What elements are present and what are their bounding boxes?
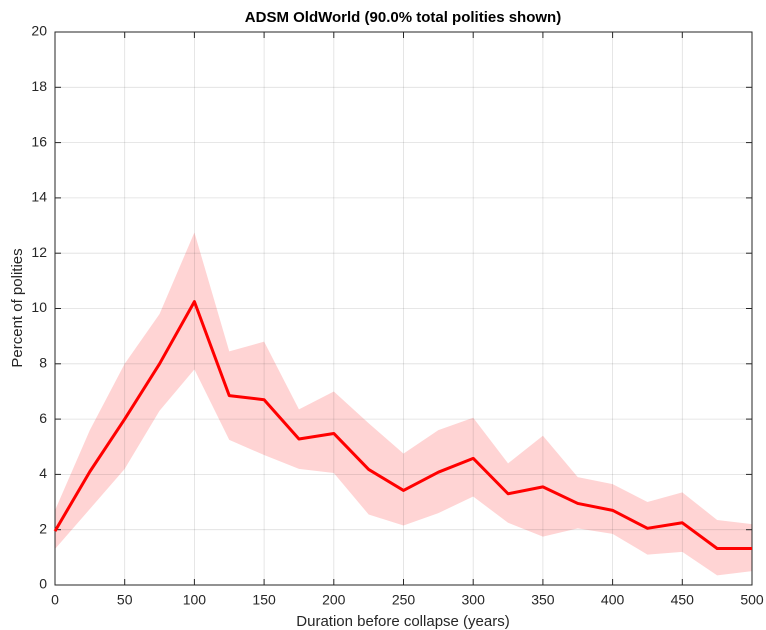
y-tick-label: 2 [39, 520, 47, 536]
x-tick-label: 500 [740, 592, 764, 608]
x-tick-label: 150 [252, 592, 276, 608]
line [53, 300, 752, 551]
y-tick-label: 16 [31, 133, 47, 149]
y-tick-label: 14 [31, 189, 47, 205]
y-tick-label: 6 [39, 410, 47, 426]
y-tick-label: 20 [31, 23, 47, 39]
y-tick-label: 4 [39, 465, 47, 481]
x-axis-label: Duration before collapse (years) [296, 613, 509, 630]
y-tick-label: 8 [39, 355, 47, 371]
x-tick-label: 50 [117, 592, 133, 608]
x-tick-label: 100 [183, 592, 207, 608]
y-tick-label: 18 [31, 78, 47, 94]
plot-frame [54, 31, 753, 586]
x-tick-label: 300 [462, 592, 486, 608]
x-tick-label: 450 [671, 592, 695, 608]
y-tick-label: 12 [31, 244, 47, 260]
y-axis-label: Percent of polities [9, 248, 26, 367]
x-tick-label: 250 [392, 592, 416, 608]
x-tick-label: 400 [601, 592, 625, 608]
y-tick-label: 10 [31, 299, 47, 315]
confidence-band [55, 232, 752, 576]
x-tick-label: 0 [51, 592, 59, 608]
chart-title: ADSM OldWorld (90.0% total polities show… [245, 9, 561, 26]
x-tick-label: 200 [322, 592, 346, 608]
y-tick-label: 0 [39, 576, 47, 592]
x-tick-label: 350 [531, 592, 555, 608]
